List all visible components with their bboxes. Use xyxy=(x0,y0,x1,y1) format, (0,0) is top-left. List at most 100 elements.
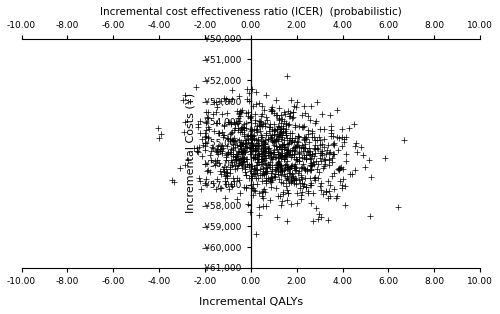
Y-axis label: Incremental Costs (¥): Incremental Costs (¥) xyxy=(186,93,196,213)
Point xyxy=(276,155,284,160)
Point xyxy=(274,152,282,157)
Point xyxy=(246,133,254,138)
Point xyxy=(308,163,316,168)
Point xyxy=(284,109,292,114)
Point xyxy=(242,146,250,151)
Point xyxy=(259,189,267,194)
Point xyxy=(246,116,254,121)
Point xyxy=(284,141,292,146)
Point xyxy=(277,137,285,142)
Point xyxy=(258,112,266,117)
Point xyxy=(317,188,325,193)
Point xyxy=(246,145,254,150)
Point xyxy=(204,167,212,172)
Point xyxy=(274,160,282,165)
Point xyxy=(288,154,296,160)
Point xyxy=(278,199,286,204)
Point xyxy=(238,160,246,165)
Point xyxy=(236,130,244,135)
Point xyxy=(276,127,284,132)
Point xyxy=(222,173,230,178)
Point xyxy=(346,125,354,130)
Point xyxy=(176,165,184,170)
Point xyxy=(304,127,312,132)
Point xyxy=(309,190,317,195)
Point xyxy=(200,180,208,185)
Point xyxy=(272,138,280,143)
Point xyxy=(328,174,336,179)
Point xyxy=(262,141,270,146)
Point xyxy=(209,111,217,116)
Point xyxy=(342,203,349,208)
Point xyxy=(279,142,287,147)
Point xyxy=(260,107,268,112)
Point xyxy=(278,130,286,135)
Point xyxy=(234,115,242,120)
Point xyxy=(206,170,214,175)
Point xyxy=(302,185,310,190)
Point xyxy=(342,151,350,156)
Point xyxy=(252,142,260,147)
Point xyxy=(239,159,247,164)
Point xyxy=(255,204,263,209)
Point xyxy=(218,150,226,155)
Point xyxy=(278,135,286,140)
Point xyxy=(284,122,292,127)
Point xyxy=(266,129,274,134)
Point xyxy=(235,149,243,154)
Point xyxy=(288,135,296,140)
Point xyxy=(266,160,274,165)
Point xyxy=(258,143,266,148)
Point xyxy=(252,167,260,172)
Point xyxy=(312,158,320,163)
Point xyxy=(267,171,275,176)
Point xyxy=(275,106,283,111)
Point xyxy=(276,144,284,149)
Point xyxy=(282,128,290,133)
Point xyxy=(226,132,234,137)
Point xyxy=(290,110,298,115)
Point xyxy=(251,118,259,123)
Point xyxy=(310,154,318,159)
Point xyxy=(261,141,269,146)
Point xyxy=(276,135,283,140)
Point xyxy=(304,149,312,154)
Point xyxy=(310,135,318,140)
Point xyxy=(257,120,265,125)
Point xyxy=(295,159,303,164)
Point xyxy=(288,116,296,121)
Point xyxy=(308,156,316,161)
Point xyxy=(311,120,319,125)
Point xyxy=(308,151,316,156)
Point xyxy=(222,196,230,201)
Point xyxy=(274,113,281,118)
Point xyxy=(310,161,318,166)
Point xyxy=(256,151,264,156)
Point xyxy=(268,109,276,114)
Point xyxy=(279,192,287,197)
Point xyxy=(282,166,290,171)
Point xyxy=(282,154,290,159)
Point xyxy=(298,143,306,148)
Point xyxy=(245,99,253,104)
Point xyxy=(209,180,217,185)
Point xyxy=(249,156,257,161)
Point xyxy=(272,97,280,102)
Point xyxy=(194,145,202,150)
Point xyxy=(236,114,244,119)
Point xyxy=(290,152,298,157)
Point xyxy=(268,138,276,143)
Point xyxy=(284,191,292,196)
Point xyxy=(268,133,276,138)
Point xyxy=(226,165,234,170)
Point xyxy=(303,149,311,154)
Point xyxy=(276,129,284,134)
Point xyxy=(280,156,287,161)
Point xyxy=(240,127,248,132)
Point xyxy=(335,166,343,171)
Point xyxy=(234,119,242,124)
Point xyxy=(280,138,288,143)
Point xyxy=(267,185,275,190)
Point xyxy=(256,124,264,129)
Point xyxy=(273,164,281,169)
